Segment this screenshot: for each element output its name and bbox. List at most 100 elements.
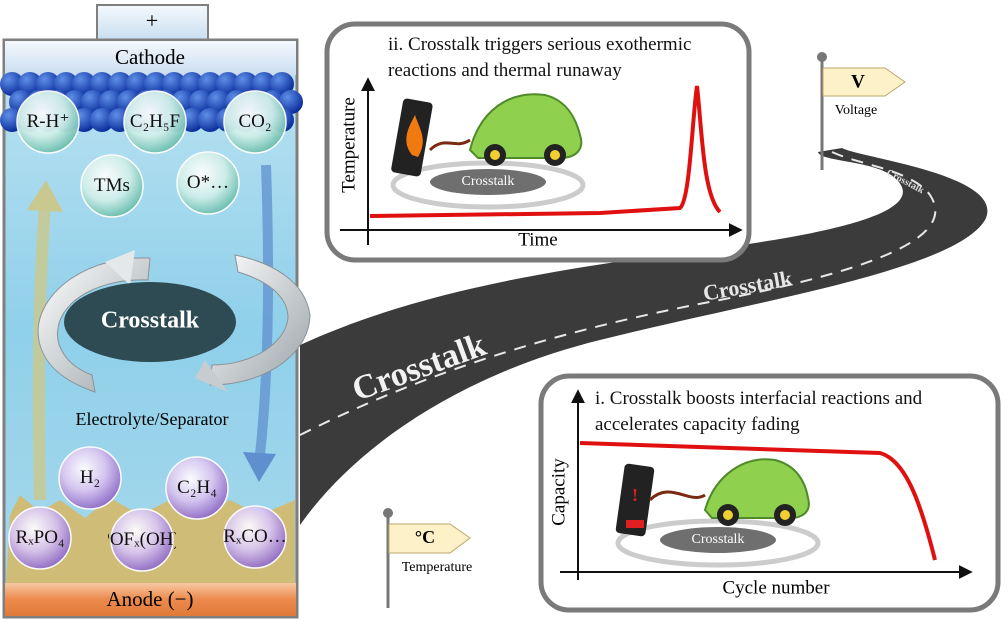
flag-voltage-shape <box>822 67 906 97</box>
species-label-box: CO₂ <box>238 111 272 133</box>
species-label-box: POFₓ(OH)ᵧ <box>108 529 176 551</box>
panel-capacity-shape <box>780 510 790 520</box>
particle <box>252 72 276 96</box>
species-label: RₓCO… <box>223 526 287 548</box>
center-label: Crosstalk <box>101 308 200 334</box>
particle <box>99 90 123 114</box>
particle <box>162 72 186 96</box>
x-axis-label: Cycle number <box>722 577 830 598</box>
y-axis-label: Capacity <box>548 458 569 526</box>
flag-voltage-shape <box>817 52 827 62</box>
species-bubble <box>58 446 122 510</box>
particle <box>81 90 105 114</box>
species-bubble <box>80 154 144 218</box>
species: R-H⁺ C₂H₅F CO₂ TMs O*… H₂ C₂H₄ RₓPO₄ POFₓ(OH)ᵧ Rₓ… <box>8 90 287 572</box>
flag-temperature: °C Temperature <box>383 508 472 608</box>
particle <box>270 72 294 96</box>
panel-capacity: i. Crosstalk boosts interfacial reaction… <box>538 373 1001 613</box>
flag-label: Temperature <box>402 560 473 575</box>
species-label: R-H⁺ <box>26 111 70 133</box>
road-shape <box>300 148 988 525</box>
panel-thermal: ii. Crosstalk triggers serious exothermi… <box>324 21 752 263</box>
panel-thermal-shape <box>406 115 423 157</box>
battery-shape <box>255 164 273 456</box>
flag-symbol: V <box>851 71 865 92</box>
species-label: C₂H₅F <box>129 111 181 133</box>
particle <box>90 72 114 96</box>
species-bubble <box>110 508 174 572</box>
battery-shape <box>64 282 236 362</box>
battery-shape <box>32 204 51 501</box>
species-bubble <box>223 505 287 569</box>
flag-label: Voltage <box>835 103 878 118</box>
panel-title-text: ii. Crosstalk triggers serious exothermi… <box>388 34 692 81</box>
particle <box>144 72 168 96</box>
particle <box>72 72 96 96</box>
particle <box>234 72 258 96</box>
battery-shape <box>27 180 63 212</box>
species-label-box: H₂ <box>79 467 101 489</box>
battery-shape <box>5 41 296 75</box>
battery-shape <box>105 250 135 285</box>
battery-shape <box>5 583 296 616</box>
particle <box>108 72 132 96</box>
x-axis-label: Time <box>518 229 557 250</box>
panel-capacity-shape <box>648 490 706 502</box>
species-label: POFₓ(OH)ᵧ <box>108 529 176 551</box>
species-label-box: RₓPO₄ <box>15 527 65 549</box>
flag-voltage: V Voltage <box>817 52 906 170</box>
plus-label: + <box>146 8 158 33</box>
y-axis-label: Temperature <box>338 97 359 193</box>
species-label: TMs <box>94 175 130 197</box>
battery: + Cathode Anode (−) Crosstalk Electrolyt… <box>0 4 311 619</box>
panel-capacity-shape <box>626 520 644 528</box>
species-label-box: C₂H₄ <box>177 478 217 498</box>
road: Crosstalk Crosstalk Crosstalk <box>299 148 988 525</box>
particle <box>90 108 114 132</box>
badge-label: Crosstalk <box>692 532 745 547</box>
panel-thermal-shape <box>550 150 560 160</box>
particle <box>198 108 222 132</box>
particle <box>126 72 150 96</box>
species-bubble <box>176 151 240 215</box>
panel-capacity-shape <box>660 527 776 553</box>
flag-temperature-shape <box>383 508 393 518</box>
species-bubble <box>8 506 72 570</box>
species-label: H₂ <box>79 467 101 489</box>
panel-capacity-shape <box>723 510 733 520</box>
species-label: O*… <box>186 172 230 194</box>
panel-thermal-shape <box>430 169 546 195</box>
particle <box>180 72 204 96</box>
panel-title: ii. Crosstalk triggers serious exothermi… <box>388 34 692 81</box>
species-bubble <box>223 90 287 154</box>
battery-shape <box>243 452 276 482</box>
panel-thermal-shape <box>369 85 722 218</box>
species-bubble <box>123 90 187 154</box>
battery-shape <box>195 360 228 392</box>
battery-shape <box>37 257 151 393</box>
species-label: RₓPO₄ <box>15 527 65 549</box>
particle <box>216 72 240 96</box>
species-label-box: C₂H₅F <box>129 111 181 133</box>
particle <box>18 72 42 96</box>
panel-thermal-shape <box>428 138 471 152</box>
panel-title-text: i. Crosstalk boosts interfacial reaction… <box>595 388 923 435</box>
panel-capacity-shape <box>615 518 821 568</box>
species-bubble <box>165 456 229 520</box>
panel-capacity-shape <box>703 458 810 519</box>
panel-title: i. Crosstalk boosts interfacial reaction… <box>595 388 923 435</box>
cathode-label: Cathode <box>115 45 185 69</box>
badge-label: Crosstalk <box>462 174 515 189</box>
particle <box>279 90 303 114</box>
particle <box>36 72 60 96</box>
flag-symbol: °C <box>415 527 435 547</box>
species-label: CO₂ <box>238 111 272 133</box>
particle <box>198 72 222 96</box>
electrolyte-label: Electrolyte/Separator <box>76 409 229 429</box>
panel-capacity-shape <box>579 441 937 561</box>
species-label-box: O*… <box>186 172 230 194</box>
species-label-box: R-H⁺ <box>26 111 70 133</box>
battery-shape <box>209 254 311 386</box>
panel-thermal-shape <box>468 93 583 159</box>
